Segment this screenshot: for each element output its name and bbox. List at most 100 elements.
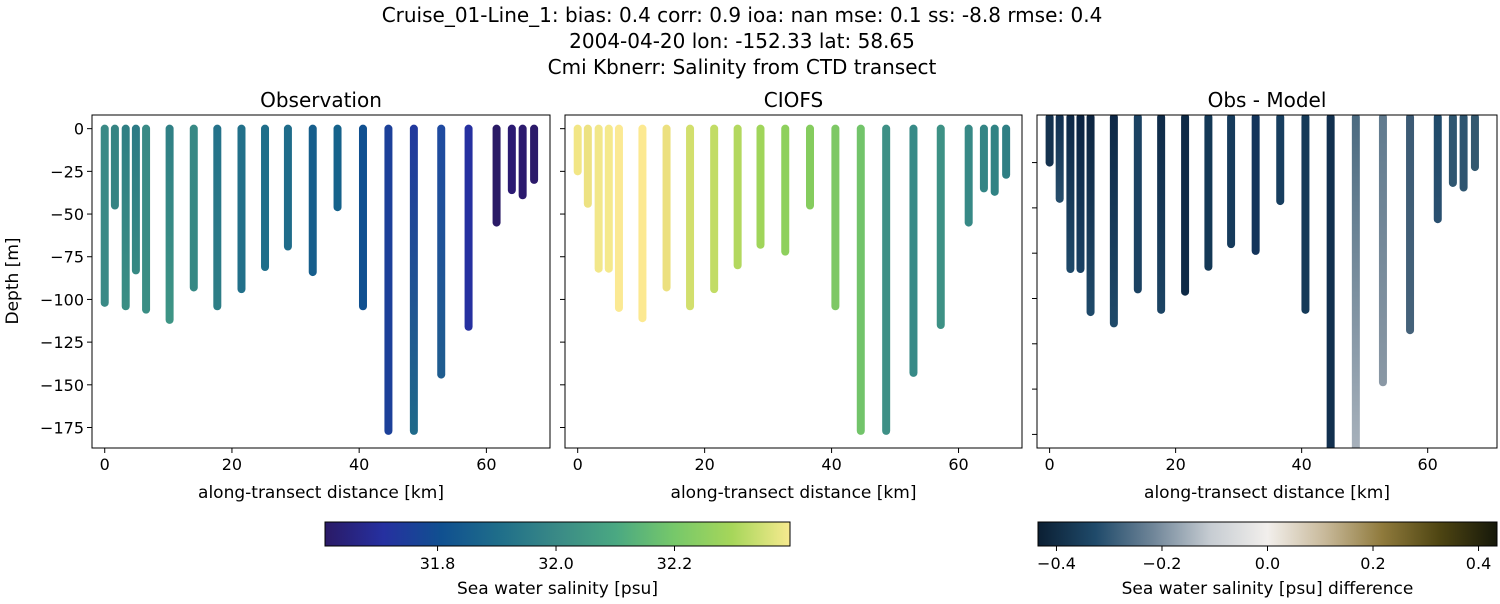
x-tick-label: 20	[694, 455, 714, 474]
station-profile-bar	[756, 124, 765, 249]
station-profile-bar	[131, 124, 140, 275]
x-tick-label: 20	[222, 455, 242, 474]
station-profile-bar	[1066, 115, 1075, 274]
colorbar-tick-label: −0.2	[1143, 554, 1182, 573]
station-profile-bar	[121, 124, 130, 311]
station-profile-bar	[710, 124, 719, 294]
x-tick-label: 40	[349, 455, 369, 474]
x-tick-label: 40	[821, 455, 841, 474]
station-profile-bar	[1086, 115, 1095, 317]
colorbar-salinity: 31.8 32.0 32.2 Sea water salinity [psu]	[324, 521, 791, 599]
colorbar-bar	[324, 521, 791, 547]
y-tick-label: −25	[50, 162, 84, 181]
station-profile-bar	[384, 124, 393, 435]
y-axis-label: Depth [m]	[3, 237, 23, 324]
colorbar-tick-label: 0.0	[1255, 554, 1280, 573]
station-profile-bar	[1378, 115, 1387, 387]
station-profile-bar	[1157, 115, 1166, 314]
station-profile-bar	[530, 124, 539, 184]
station-profile-bar	[464, 124, 473, 331]
station-profile-bar	[1276, 115, 1285, 206]
station-bars	[100, 124, 539, 435]
station-profile-bar	[964, 124, 973, 227]
axes-frame	[91, 114, 551, 449]
x-tick-label: 0	[1045, 455, 1055, 474]
station-profile-bar	[1133, 115, 1142, 294]
station-profile-bar	[189, 124, 198, 292]
station-profile-bar	[1055, 115, 1064, 203]
station-profile-bar	[990, 124, 999, 196]
y-tick-label: −50	[50, 205, 84, 224]
station-profile-bar	[261, 124, 270, 271]
panel-observation: Observation 0 20 40 60 along-transect distanc…	[40, 88, 551, 503]
x-axis-label: along-transect distance [km]	[671, 483, 917, 503]
panel-obs-minus-model: Obs - Model 0 20 40 60 along-transect distanc…	[1032, 88, 1498, 503]
colorbar-label: Sea water salinity [psu]	[457, 579, 658, 599]
x-tick-label: 60	[948, 455, 968, 474]
station-profile-bar	[308, 124, 317, 277]
y-tick-label: −100	[40, 290, 84, 309]
station-profile-bar	[573, 124, 582, 176]
station-profile-bar	[1406, 115, 1415, 335]
colorbar-difference: −0.4 −0.2 0.0 0.2 0.4 Sea water salinity [psu…	[1037, 521, 1498, 599]
station-profile-bar	[165, 124, 174, 324]
station-profile-bar	[806, 124, 815, 210]
colorbar-tick-label: 0.2	[1360, 554, 1385, 573]
station-profile-bar	[507, 124, 516, 195]
station-profile-bar	[1351, 115, 1360, 448]
x-tick-label: 60	[1418, 455, 1438, 474]
station-profile-bar	[909, 124, 918, 377]
station-profile-bar	[213, 124, 222, 311]
figure-title-line-1: Cruise_01-Line_1: bias: 0.4 corr: 0.9 io…	[382, 3, 1103, 27]
colorbar-tick-label: 0.4	[1466, 554, 1491, 573]
station-profile-bar	[1227, 115, 1236, 249]
panel-ciofs: CIOFS 0 20 40 60 along-transect distance [km]	[560, 88, 1023, 503]
x-tick-label: 0	[100, 455, 110, 474]
y-tick-label: −175	[40, 419, 84, 438]
station-profile-bar	[437, 124, 446, 379]
y-tick-label: −75	[50, 248, 84, 267]
station-profile-bar	[1076, 115, 1085, 274]
colorbar-tick-label: 32.2	[657, 554, 693, 573]
station-profile-bar	[1002, 124, 1011, 179]
station-profile-bar	[733, 124, 742, 270]
figure-title-line-3: Cmi Kbnerr: Salinity from CTD transect	[548, 55, 937, 79]
station-profile-bar	[781, 124, 790, 256]
station-bars	[573, 124, 1011, 435]
station-profile-bar	[110, 124, 119, 210]
station-profile-bar	[979, 124, 988, 193]
x-tick-label: 0	[573, 455, 583, 474]
station-profile-bar	[1459, 115, 1468, 192]
station-profile-bar	[604, 124, 613, 273]
x-tick-label: 20	[1165, 455, 1185, 474]
station-profile-bar	[1251, 115, 1260, 255]
station-profile-bar	[237, 124, 246, 294]
station-profile-bar	[856, 124, 865, 435]
y-tick-label: 0	[74, 120, 84, 139]
figure-title-line-2: 2004-04-20 lon: -152.33 lat: 58.65	[569, 29, 915, 53]
station-profile-bar	[358, 124, 367, 311]
station-profile-bar	[1045, 115, 1054, 167]
colorbar-bar	[1037, 521, 1498, 547]
station-profile-bar	[1204, 115, 1213, 271]
panel-title: Observation	[260, 88, 382, 112]
station-profile-bar	[1448, 115, 1457, 187]
x-axis-label: along-transect distance [km]	[198, 483, 444, 503]
axes-frame	[564, 114, 1023, 449]
station-profile-bar	[1433, 115, 1442, 224]
axes-frame	[1036, 114, 1498, 449]
station-profile-bar	[831, 124, 840, 311]
station-profile-bar	[686, 124, 695, 311]
colorbar-label: Sea water salinity [psu] difference	[1122, 579, 1414, 599]
station-profile-bar	[409, 124, 418, 435]
station-profile-bar	[936, 124, 945, 330]
y-tick-label: −125	[40, 333, 84, 352]
panel-title: CIOFS	[764, 88, 823, 112]
station-profile-bar	[492, 124, 501, 227]
station-profile-bar	[583, 124, 592, 208]
station-profile-bar	[518, 124, 527, 200]
station-bars	[1045, 115, 1479, 448]
station-profile-bar	[662, 124, 671, 292]
colorbar-tick-label: 31.8	[420, 554, 456, 573]
